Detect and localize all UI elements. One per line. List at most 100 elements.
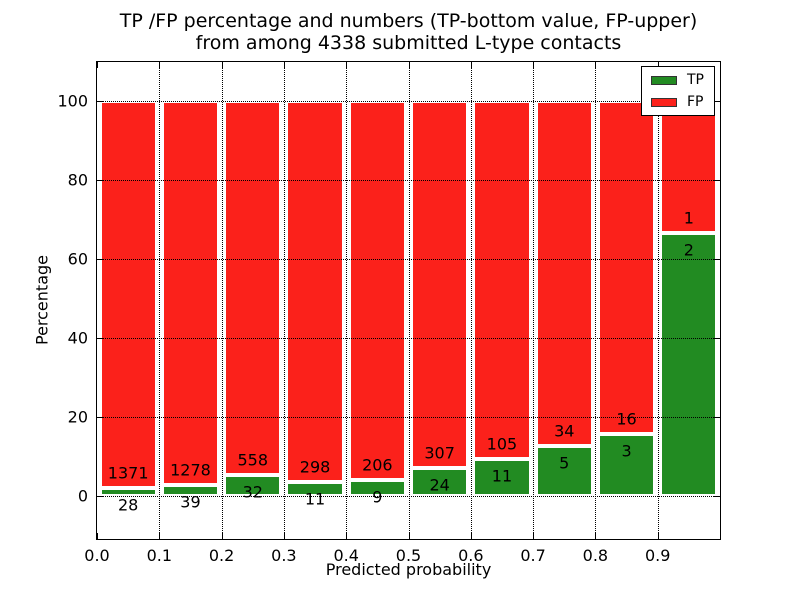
x-gridline bbox=[283, 62, 285, 539]
fp-bar-segment bbox=[597, 100, 656, 434]
fp-bar-segment bbox=[348, 100, 406, 480]
y-tick-label: 60 bbox=[67, 249, 88, 269]
x-tick-top bbox=[221, 62, 223, 68]
x-axis-label: Predicted probability bbox=[325, 560, 492, 579]
x-gridline bbox=[533, 62, 535, 539]
legend-entry-tp: TP bbox=[651, 73, 704, 87]
x-gridline bbox=[221, 62, 223, 539]
fp-count-label: 558 bbox=[237, 450, 269, 470]
x-tick bbox=[595, 533, 597, 539]
fp-color-swatch bbox=[651, 97, 677, 107]
fp-bar-segment bbox=[473, 100, 531, 459]
y-tick bbox=[97, 258, 103, 260]
x-tick-label: 0.1 bbox=[146, 546, 173, 565]
y-tick-right bbox=[714, 100, 720, 102]
fp-bar-segment bbox=[660, 100, 718, 233]
y-tick-right bbox=[714, 179, 720, 181]
tp-bar-segment bbox=[286, 482, 344, 497]
x-gridline bbox=[470, 62, 472, 539]
y-tick-label: 80 bbox=[67, 170, 88, 190]
x-tick-label: 0.6 bbox=[458, 546, 484, 565]
fp-bar-segment bbox=[224, 100, 282, 475]
fp-count-label: 1 bbox=[683, 208, 694, 228]
fp-bar-segment bbox=[99, 100, 157, 489]
x-gridline bbox=[159, 62, 161, 539]
x-tick-top bbox=[533, 62, 535, 68]
y-gridline bbox=[97, 100, 720, 102]
fp-bar-segment bbox=[161, 100, 220, 485]
y-gridline bbox=[97, 179, 720, 181]
x-tick-label: 0.2 bbox=[208, 546, 235, 565]
x-tick-label: 0.4 bbox=[333, 546, 359, 565]
tp-count-label: 2 bbox=[683, 240, 694, 260]
legend-label-fp: FP bbox=[687, 94, 704, 110]
x-tick bbox=[159, 533, 161, 539]
chart-title-line1: TP /FP percentage and numbers (TP-bottom… bbox=[119, 10, 698, 32]
x-tick bbox=[221, 533, 223, 539]
y-gridline bbox=[97, 496, 720, 498]
x-tick-top bbox=[97, 62, 98, 68]
y-tick-label: 20 bbox=[67, 407, 88, 427]
x-gridline bbox=[657, 62, 659, 539]
y-tick-right bbox=[714, 417, 720, 419]
tp-bar-segment bbox=[161, 484, 220, 497]
x-tick-label: 0.9 bbox=[644, 546, 671, 565]
y-tick-right bbox=[714, 496, 720, 498]
y-axis-label: Percentage bbox=[32, 254, 52, 346]
fp-bar-segment bbox=[535, 100, 593, 446]
tp-count-label: 11 bbox=[491, 466, 513, 486]
x-tick bbox=[657, 533, 659, 539]
y-tick bbox=[97, 179, 103, 181]
fp-bar-segment bbox=[411, 100, 469, 468]
fp-count-label: 1371 bbox=[107, 463, 149, 483]
legend-entry-fp: FP bbox=[651, 95, 704, 109]
tp-bar-segment bbox=[535, 445, 593, 497]
tp-count-label: 24 bbox=[429, 475, 450, 495]
fp-count-label: 1278 bbox=[170, 460, 211, 480]
tp-count-label: 5 bbox=[559, 453, 570, 473]
x-gridline bbox=[346, 62, 348, 539]
y-gridline bbox=[97, 338, 720, 340]
fp-bar-segment bbox=[286, 100, 344, 483]
y-tick-label: 100 bbox=[57, 91, 88, 111]
tp-count-label: 3 bbox=[621, 441, 632, 461]
tp-count-label: 28 bbox=[117, 495, 139, 515]
fp-count-label: 34 bbox=[554, 421, 575, 441]
y-tick bbox=[97, 100, 103, 102]
chart-title: TP /FP percentage and numbers (TP-bottom… bbox=[96, 10, 721, 54]
x-tick-top bbox=[159, 62, 161, 68]
x-tick-label: 0.3 bbox=[271, 546, 297, 565]
tp-bar-segment bbox=[597, 433, 656, 497]
tp-count-label: 9 bbox=[372, 487, 383, 507]
tp-count-label: 11 bbox=[304, 489, 326, 509]
x-tick-top bbox=[595, 62, 597, 68]
x-tick-top bbox=[657, 62, 659, 68]
x-tick bbox=[470, 533, 472, 539]
tp-bar-segment bbox=[660, 232, 718, 497]
x-tick bbox=[97, 533, 98, 539]
x-tick bbox=[533, 533, 535, 539]
tp-color-swatch bbox=[651, 75, 677, 85]
x-tick-label: 0.5 bbox=[395, 546, 422, 565]
tp-bar-segment bbox=[348, 479, 406, 497]
x-gridline bbox=[408, 62, 410, 539]
fp-count-label: 206 bbox=[362, 455, 393, 475]
fp-count-label: 105 bbox=[486, 434, 518, 454]
fp-count-label: 16 bbox=[616, 409, 637, 429]
chart-title-line2: from among 4338 submitted L-type contact… bbox=[195, 32, 622, 54]
fp-count-label: 307 bbox=[424, 443, 455, 463]
y-tick-label: 0 bbox=[77, 486, 88, 506]
fp-count-label: 298 bbox=[299, 457, 331, 477]
y-tick-right bbox=[714, 338, 720, 340]
plot-area: TP FP 1371 28 1278 39 558 32 298 11 206 9 307 24 105… bbox=[57, 61, 721, 565]
tp-bar-segment bbox=[411, 467, 469, 497]
x-tick-top bbox=[283, 62, 285, 68]
y-gridline bbox=[97, 417, 720, 419]
x-tick-label: 0.0 bbox=[84, 546, 110, 565]
y-tick bbox=[97, 496, 103, 498]
y-tick-label: 40 bbox=[67, 328, 88, 348]
legend-label-tp: TP bbox=[687, 72, 704, 88]
y-tick bbox=[97, 417, 103, 419]
y-tick bbox=[97, 338, 103, 340]
